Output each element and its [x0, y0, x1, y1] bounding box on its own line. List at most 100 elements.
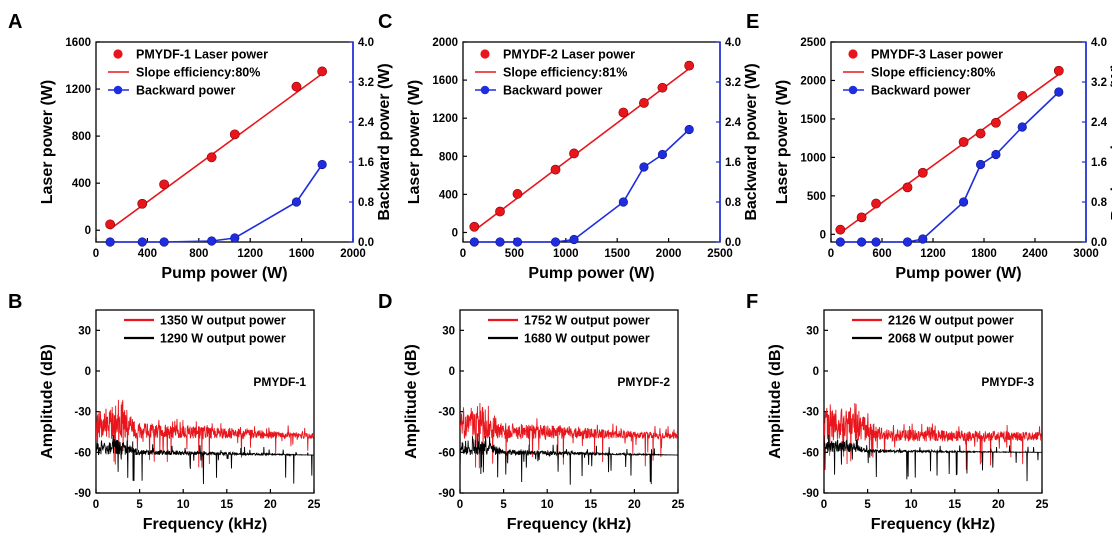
laser-power-point	[902, 182, 913, 193]
backward-power-point	[137, 237, 147, 247]
laser-power-point	[618, 107, 629, 118]
legend-marker-backward	[848, 85, 858, 95]
laser-power-point	[975, 128, 986, 139]
backward-power-point	[684, 124, 694, 135]
y-tick-label: -90	[438, 488, 455, 500]
x-tick-label: 600	[872, 248, 891, 260]
x-tick-label: 25	[308, 499, 321, 511]
laser-power-point	[105, 219, 116, 230]
x-tick-label: 20	[628, 499, 641, 511]
y2-tick-label: 4.0	[358, 37, 374, 49]
x-tick-label: 1500	[604, 248, 630, 260]
laser-power-point	[291, 81, 302, 92]
y-axis-label: Laser power (W)	[406, 80, 423, 204]
x-tick-label: 1200	[237, 248, 263, 260]
y-tick-label: 2000	[800, 75, 826, 87]
y-tick-label: 1200	[65, 84, 91, 96]
y-tick-label: 0	[85, 225, 91, 237]
laser-power-point	[871, 198, 881, 209]
y-tick-label: 1000	[800, 152, 826, 164]
laser-power-point	[684, 60, 695, 71]
y-tick-label: 800	[72, 131, 91, 143]
x-tick-label: 1800	[971, 248, 997, 260]
plot-frame	[95, 309, 315, 494]
laser-power-point	[1017, 90, 1028, 101]
y2-axis-label: Backward power (W)	[376, 63, 393, 220]
backward-power-point	[1054, 87, 1064, 97]
chart-pmydf-1-spectrum: 0 5 10 15 20 25 -90 -60 -30 0 30 Frequency (kHz) Amp…	[39, 309, 321, 533]
x-tick-label: 15	[220, 499, 233, 511]
backward-power-point	[512, 237, 523, 247]
x-axis-label: Frequency (kHz)	[871, 516, 995, 533]
laser-power-point	[1053, 65, 1064, 76]
legend-label-backward: Backward power	[871, 84, 970, 98]
y-axis-label: Laser power (W)	[774, 80, 791, 204]
fiber-annotation: PMYDF-3	[981, 375, 1034, 389]
x-tick-label: 10	[905, 499, 918, 511]
x-tick-label: 0	[460, 248, 466, 260]
y2-tick-label: 2.4	[358, 117, 375, 129]
y2-tick-label: 4.0	[725, 37, 741, 49]
x-tick-label: 2000	[656, 248, 682, 260]
laser-power-point	[550, 164, 561, 175]
panel-letter-A: A	[8, 11, 22, 33]
y-tick-label: -30	[438, 407, 455, 419]
x-axis-label: Pump power (W)	[528, 265, 654, 282]
x-tick-label: 0	[828, 248, 834, 260]
y-tick-label: -30	[802, 407, 819, 419]
x-tick-label: 5	[864, 499, 871, 511]
legend-label-high-power: 1350 W output power	[160, 314, 286, 328]
laser-power-point	[569, 148, 579, 159]
panel-letter-E: E	[746, 11, 759, 33]
laser-power-point	[958, 137, 969, 147]
x-tick-label: 2400	[1022, 248, 1048, 260]
x-tick-label: 10	[541, 499, 554, 511]
laser-power-point	[835, 224, 846, 235]
panel-letter-C: C	[378, 11, 392, 33]
x-tick-label: 1200	[920, 248, 946, 260]
backward-power-point	[991, 149, 1001, 160]
backward-power-point	[159, 237, 169, 247]
x-tick-label: 0	[93, 248, 99, 260]
x-tick-label: 500	[505, 248, 524, 260]
laser-power-point	[229, 129, 240, 140]
y2-tick-label: 3.2	[725, 77, 741, 89]
laser-power-point	[317, 66, 328, 77]
backward-power-point	[105, 237, 115, 247]
y-tick-label: -60	[74, 447, 91, 459]
legend-label-low-power: 2068 W output power	[888, 332, 1014, 346]
backward-power-point	[918, 234, 928, 244]
y-axis-label: Amplitude (dB)	[767, 344, 784, 459]
x-tick-label: 20	[992, 499, 1005, 511]
backward-power-point	[495, 237, 505, 247]
legend-label-backward: Backward power	[503, 84, 602, 98]
y-tick-label: 1600	[65, 37, 91, 49]
y-tick-label: -90	[802, 488, 819, 500]
x-tick-label: 2000	[340, 248, 366, 260]
y-tick-label: 2000	[432, 37, 458, 49]
legend-marker-laser	[480, 49, 490, 59]
spectrum-trace-high-power	[460, 402, 678, 469]
x-tick-label: 2500	[707, 248, 733, 260]
backward-power-point	[469, 237, 479, 247]
laser-power-point	[206, 152, 217, 163]
x-tick-label: 5	[500, 499, 507, 511]
laser-power-point	[657, 82, 668, 93]
legend-marker-laser	[113, 49, 123, 59]
panel-letter-F: F	[746, 291, 758, 313]
y-tick-label: 500	[807, 191, 826, 203]
legend-label-slope: Slope efficiency:81%	[503, 66, 627, 80]
y2-tick-label: 0.8	[1091, 197, 1108, 209]
y-tick-label: 1500	[800, 114, 826, 126]
backward-power-point	[856, 237, 867, 247]
laser-power-point	[159, 179, 170, 190]
backward-power-point	[207, 236, 217, 246]
y2-tick-label: 3.2	[1091, 77, 1107, 89]
spectrum-trace-low-power	[96, 435, 314, 485]
backward-power-point	[569, 234, 579, 245]
y2-tick-label: 0.0	[1091, 237, 1107, 249]
x-tick-label: 0	[93, 499, 99, 511]
backward-power-point	[958, 197, 969, 207]
legend-label-laser: PMYDF-3 Laser power	[871, 48, 1003, 62]
x-tick-label: 3000	[1073, 248, 1099, 260]
